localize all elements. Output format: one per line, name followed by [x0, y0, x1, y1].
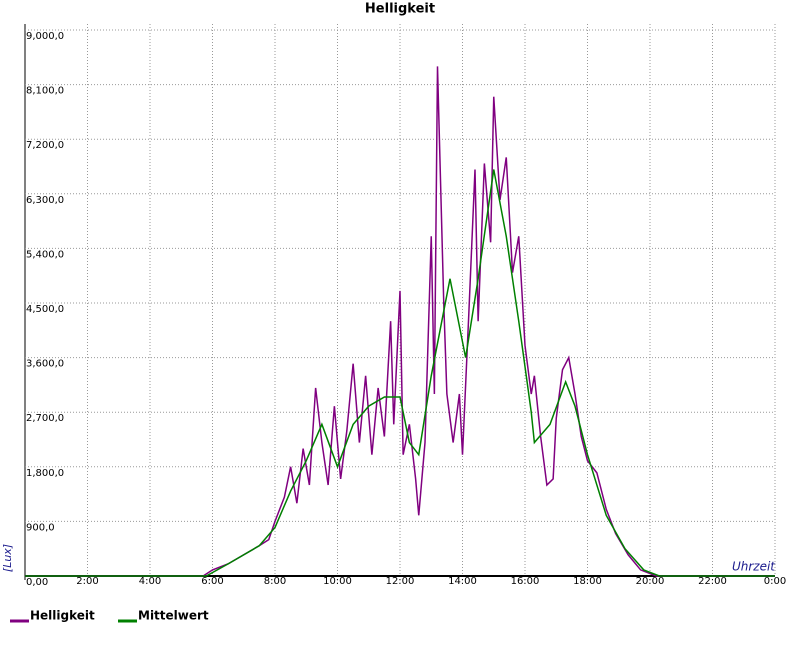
y-tick-label: 9,000,0 [26, 31, 64, 42]
y-tick-label: 6,300,0 [26, 195, 64, 206]
x-tick-label: 10:00 [323, 576, 352, 587]
x-tick-label: 8:00 [264, 576, 286, 587]
x-tick-label: 22:00 [698, 576, 727, 587]
y-axis-label: [Lux] [1, 544, 14, 572]
x-tick-label: 16:00 [511, 576, 540, 587]
data-line [25, 66, 775, 577]
data-line [25, 169, 775, 577]
y-tick-label: 900,0 [26, 522, 55, 533]
y-tick-label: 4,500,0 [26, 304, 64, 315]
x-axis-label: Uhrzeit [732, 560, 776, 574]
legend-label: Mittelwert [138, 609, 209, 623]
y-tick-label: 3,600,0 [26, 359, 64, 370]
x-tick-label: 18:00 [573, 576, 602, 587]
y-tick-label: 2,700,0 [26, 413, 64, 424]
y-tick-label: 1,800,0 [26, 468, 64, 479]
y-tick-label: 7,200,0 [26, 140, 64, 151]
x-tick-label: 6:00 [201, 576, 223, 587]
x-tick-label: 20:00 [636, 576, 665, 587]
x-tick-label: 0:00 [764, 576, 786, 587]
legend-label: Helligkeit [30, 609, 95, 623]
chart-title: Helligkeit [365, 2, 435, 17]
y-tick-label: 5,400,0 [26, 249, 64, 260]
x-tick-label: 4:00 [139, 576, 161, 587]
x-tick-label: 14:00 [448, 576, 477, 587]
y-tick-label: 8,100,0 [26, 86, 64, 97]
x-tick-label: 2:00 [76, 576, 98, 587]
x-tick-label: 12:00 [386, 576, 415, 587]
y-tick-label: 0,00 [26, 577, 48, 588]
